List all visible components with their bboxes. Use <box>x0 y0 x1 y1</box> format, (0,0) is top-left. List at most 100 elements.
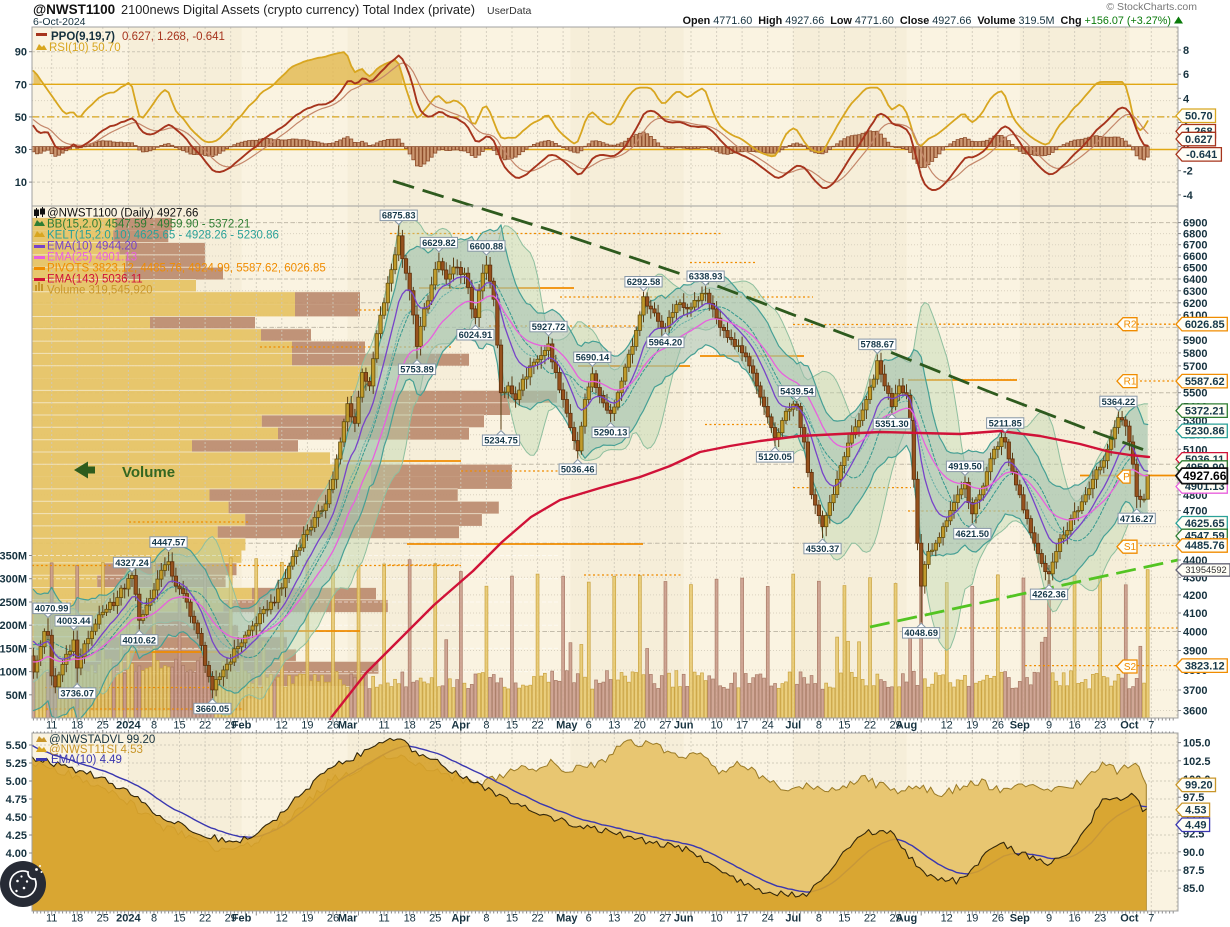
svg-text:4927.66: 4927.66 <box>1183 469 1227 483</box>
svg-text:15: 15 <box>838 913 850 925</box>
svg-text:3660.05: 3660.05 <box>196 704 230 714</box>
svg-text:4447.57: 4447.57 <box>152 537 186 547</box>
svg-text:-0.641: -0.641 <box>1186 149 1217 161</box>
svg-text:R1: R1 <box>1124 377 1137 388</box>
svg-text:8: 8 <box>483 720 489 732</box>
svg-text:5.00: 5.00 <box>6 776 27 788</box>
svg-text:20: 20 <box>634 720 646 732</box>
svg-text:0.627: 0.627 <box>1185 134 1213 146</box>
svg-text:4000: 4000 <box>1183 627 1207 639</box>
svg-text:19: 19 <box>966 913 978 925</box>
svg-text:Mar: Mar <box>338 720 358 732</box>
svg-text:22: 22 <box>864 913 876 925</box>
svg-text:16: 16 <box>1068 720 1080 732</box>
svg-text:23: 23 <box>1094 913 1106 925</box>
svg-text:11: 11 <box>46 913 57 925</box>
svg-text:6026.85: 6026.85 <box>1185 319 1225 331</box>
svg-text:12: 12 <box>941 913 953 925</box>
svg-text:Jun: Jun <box>674 913 694 925</box>
svg-text:6600.88: 6600.88 <box>470 241 504 251</box>
svg-text:3823.12: 3823.12 <box>1185 660 1225 672</box>
svg-text:Jun: Jun <box>674 720 694 732</box>
svg-text:6875.83: 6875.83 <box>382 211 416 221</box>
svg-text:24: 24 <box>762 913 774 925</box>
svg-text:4: 4 <box>1183 93 1190 105</box>
svg-text:5753.89: 5753.89 <box>400 365 434 375</box>
svg-text:22: 22 <box>864 720 876 732</box>
svg-text:27: 27 <box>659 913 671 925</box>
svg-text:6629.82: 6629.82 <box>422 238 456 248</box>
svg-text:5036.46: 5036.46 <box>561 465 595 475</box>
svg-text:11: 11 <box>378 913 389 925</box>
svg-text:4700: 4700 <box>1183 506 1207 518</box>
svg-text:5364.22: 5364.22 <box>1102 397 1136 407</box>
svg-text:5120.05: 5120.05 <box>758 452 792 462</box>
svg-text:Sep: Sep <box>1010 913 1030 925</box>
svg-text:6400: 6400 <box>1183 274 1207 286</box>
svg-text:UserData: UserData <box>487 5 532 17</box>
svg-text:6: 6 <box>586 913 592 925</box>
svg-text:6600: 6600 <box>1183 251 1207 263</box>
svg-text:350M: 350M <box>0 551 27 563</box>
svg-text:4485.76: 4485.76 <box>1185 540 1225 552</box>
svg-text:Feb: Feb <box>232 720 252 732</box>
svg-text:8: 8 <box>151 720 157 732</box>
svg-text:85.0: 85.0 <box>1183 883 1204 895</box>
svg-text:P: P <box>1123 472 1130 483</box>
svg-text:5230.86: 5230.86 <box>1185 426 1225 438</box>
svg-text:5.25: 5.25 <box>6 758 27 770</box>
svg-text:Sep: Sep <box>1010 720 1030 732</box>
svg-text:Oct: Oct <box>1120 913 1139 925</box>
svg-text:150M: 150M <box>0 643 27 655</box>
svg-text:EMA(10) 4944.20: EMA(10) 4944.20 <box>47 241 137 253</box>
svg-text:6338.93: 6338.93 <box>689 272 723 282</box>
svg-text:300M: 300M <box>0 574 27 586</box>
svg-text:12: 12 <box>941 720 953 732</box>
svg-text:@NWST1100 (Daily) 4927.66: @NWST1100 (Daily) 4927.66 <box>47 208 198 220</box>
svg-text:PIVOTS 3823.12, 4485.76, 4924.: PIVOTS 3823.12, 4485.76, 4924.99, 5587.6… <box>47 263 326 275</box>
svg-text:26: 26 <box>992 720 1004 732</box>
svg-text:4625.65: 4625.65 <box>1185 518 1225 530</box>
svg-text:6900: 6900 <box>1183 218 1207 230</box>
svg-text:-2: -2 <box>1183 166 1193 178</box>
svg-text:13: 13 <box>608 720 620 732</box>
svg-text:8: 8 <box>816 913 822 925</box>
svg-text:4262.36: 4262.36 <box>1032 590 1066 600</box>
svg-text:97.5: 97.5 <box>1183 792 1204 804</box>
svg-text:30: 30 <box>15 145 27 157</box>
svg-text:10: 10 <box>710 913 722 925</box>
svg-text:Open 4771.60 High 4927.66 Lo: Open 4771.60 High 4927.66 Low 4771.60 Cl… <box>683 15 1171 27</box>
svg-text:RSI(10) 50.70: RSI(10) 50.70 <box>49 42 121 54</box>
svg-text:Aug: Aug <box>896 913 917 925</box>
svg-text:5351.30: 5351.30 <box>875 419 909 429</box>
svg-text:10: 10 <box>710 720 722 732</box>
svg-text:S1: S1 <box>1124 542 1137 553</box>
svg-text:Mar: Mar <box>338 913 358 925</box>
svg-text:5500: 5500 <box>1183 388 1207 400</box>
svg-text:5290.13: 5290.13 <box>594 428 628 438</box>
svg-text:22: 22 <box>531 720 543 732</box>
svg-text:6800: 6800 <box>1183 229 1207 241</box>
svg-text:Jul: Jul <box>785 720 801 732</box>
svg-text:18: 18 <box>71 913 83 925</box>
svg-text:4.50: 4.50 <box>6 812 27 824</box>
svg-text:19: 19 <box>966 720 978 732</box>
svg-text:25: 25 <box>429 913 441 925</box>
svg-text:Aug: Aug <box>896 720 917 732</box>
svg-text:Oct: Oct <box>1120 720 1139 732</box>
svg-text:EMA(25) 4901.13: EMA(25) 4901.13 <box>47 252 137 264</box>
svg-text:90: 90 <box>15 47 27 59</box>
svg-text:4716.27: 4716.27 <box>1120 514 1154 524</box>
svg-text:87.5: 87.5 <box>1183 865 1204 877</box>
svg-text:© StockCharts.com: © StockCharts.com <box>1106 1 1197 13</box>
svg-text:22: 22 <box>199 913 211 925</box>
svg-text:Volume 319,545,920: Volume 319,545,920 <box>47 285 153 297</box>
svg-text:2024: 2024 <box>116 720 141 732</box>
svg-text:5690.14: 5690.14 <box>576 353 610 363</box>
svg-text:29: 29 <box>225 720 237 732</box>
svg-text:Apr: Apr <box>451 720 471 732</box>
svg-text:29: 29 <box>225 913 237 925</box>
svg-text:2: 2 <box>1183 118 1189 130</box>
svg-text:15: 15 <box>173 720 185 732</box>
svg-text:50M: 50M <box>6 690 27 702</box>
